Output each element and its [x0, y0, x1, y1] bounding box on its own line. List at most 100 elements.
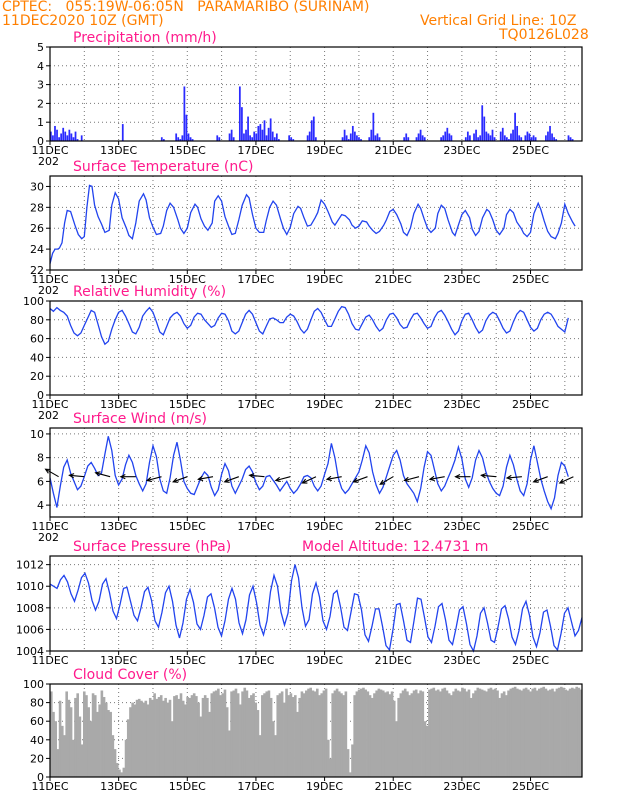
- pressure-xtick-label: 13DEC: [100, 654, 137, 667]
- cloud-bar: [522, 688, 526, 777]
- precip-bar: [50, 131, 52, 141]
- temperature-panel: 22 24 26 28 30 11DEC 13DEC 15DEC 17DEC 19DEC 21DEC…: [30, 159, 583, 297]
- temperature-xtick-label: 13DEC: [100, 273, 137, 286]
- cloud-bar: [151, 699, 154, 777]
- wind-arrow-head: [274, 476, 281, 483]
- cloud-bar: [494, 688, 497, 777]
- wind-frame: [49, 427, 583, 518]
- cloud-bar: [571, 687, 574, 777]
- precip-bar: [485, 131, 488, 141]
- cloud-cover-xtick-label: 11DEC: [31, 780, 68, 793]
- cloud-bar: [538, 688, 541, 777]
- humidity-ytick-label: 60: [30, 333, 44, 346]
- wind-arrow: [224, 476, 239, 483]
- wind-arrow-head: [145, 476, 153, 483]
- cloud-bar: [261, 695, 264, 777]
- precip-bar: [191, 139, 194, 141]
- wind-arrow-head: [325, 475, 332, 482]
- cloud-bar: [256, 710, 260, 777]
- cloud-bar: [285, 688, 288, 777]
- cloud-cover-ytick-label: 80: [30, 697, 44, 710]
- precip-bar: [52, 135, 54, 141]
- precip-bar: [376, 133, 379, 141]
- precip-bar: [64, 131, 67, 141]
- wind-xtick-label: 11DEC: [31, 520, 68, 533]
- cloud-bar: [487, 688, 491, 777]
- temperature-year-label: 202: [38, 284, 59, 297]
- cloud-bar: [450, 695, 453, 777]
- precip-bar: [528, 133, 531, 141]
- cloud-bar: [243, 687, 247, 777]
- cloud-bar: [54, 721, 57, 777]
- cloud-bar: [518, 689, 521, 777]
- precip-bar: [349, 133, 352, 141]
- wind-xtick-label: 15DEC: [169, 520, 206, 533]
- cloud-bar: [69, 707, 73, 777]
- cloud-bar: [540, 687, 543, 777]
- precipitation-xtick-label: 15DEC: [169, 144, 206, 157]
- pressure-xtick-label: 23DEC: [443, 654, 480, 667]
- wind-arrow-head: [44, 468, 51, 474]
- precip-bar: [121, 124, 124, 141]
- cloud-bar: [298, 697, 302, 777]
- wind-arrow: [506, 476, 522, 479]
- wind-xtick-label: 17DEC: [237, 520, 274, 533]
- precip-bar: [232, 137, 235, 141]
- cloud-bar: [109, 711, 112, 777]
- precipitation-xtick-label: 23DEC: [443, 144, 480, 157]
- cloud-cover-xtick-label: 23DEC: [443, 780, 480, 793]
- cloud-bar: [555, 688, 559, 777]
- cloud-bar: [122, 767, 126, 777]
- cloud-bar: [283, 702, 286, 777]
- cloud-bar: [428, 689, 431, 777]
- precip-bar: [499, 131, 502, 141]
- cloud-bar: [287, 695, 291, 777]
- precip-bar: [181, 135, 184, 141]
- wind-arrow-head: [505, 474, 512, 481]
- cloud-bar: [397, 697, 400, 777]
- cloud-bar: [318, 695, 321, 777]
- cloud-bar: [300, 691, 304, 777]
- wind-arrow: [95, 472, 111, 478]
- cloud-bar: [305, 690, 308, 777]
- precip-bar: [372, 112, 375, 141]
- precipitation-ytick-label: 2: [37, 97, 44, 110]
- precip-bar: [368, 137, 371, 141]
- humidity-frame: [49, 300, 583, 396]
- wind-title: Surface Wind (m/s): [73, 411, 207, 427]
- precipitation-frame: [49, 46, 583, 142]
- cloud-bar: [469, 697, 473, 777]
- precip-bar: [506, 137, 508, 141]
- humidity-ytick-label: 80: [30, 314, 44, 327]
- cloud-bar: [423, 721, 427, 777]
- cloud-bar: [96, 711, 99, 777]
- cloud-bar: [472, 693, 475, 777]
- temperature-ytick-label: 30: [30, 180, 44, 193]
- cloud-bar: [445, 690, 449, 777]
- cloud-bar: [535, 690, 539, 777]
- cloud-bar: [190, 695, 194, 777]
- cloud-bar: [63, 735, 66, 777]
- cloud-bar: [331, 693, 334, 777]
- cloud-bar: [458, 691, 462, 777]
- precip-bar: [253, 131, 256, 141]
- cloud-bar: [177, 698, 181, 777]
- cloud-bar: [579, 689, 583, 777]
- precipitation-xtick-label: 25DEC: [512, 144, 549, 157]
- cloud-bar: [551, 688, 554, 777]
- cloud-bar: [252, 693, 255, 777]
- wind-arrow: [198, 476, 214, 480]
- temperature-xtick-label: 17DEC: [237, 273, 274, 286]
- cloud-bar: [91, 693, 95, 777]
- cloud-bar: [234, 688, 238, 777]
- cloud-cover-xtick-label: 25DEC: [512, 780, 549, 793]
- cloud-bar: [170, 721, 174, 777]
- cloud-cover-ytick-label: 100: [23, 678, 44, 691]
- cloud-bar: [162, 700, 165, 777]
- cloud-bar: [399, 693, 403, 777]
- precip-bar: [265, 135, 268, 141]
- precipitation-xtick-label: 11DEC: [31, 144, 68, 157]
- cloud-bar: [485, 691, 488, 777]
- header-grid-note: Vertical Grid Line: 10Z: [420, 13, 577, 29]
- cloud-bar: [50, 691, 53, 777]
